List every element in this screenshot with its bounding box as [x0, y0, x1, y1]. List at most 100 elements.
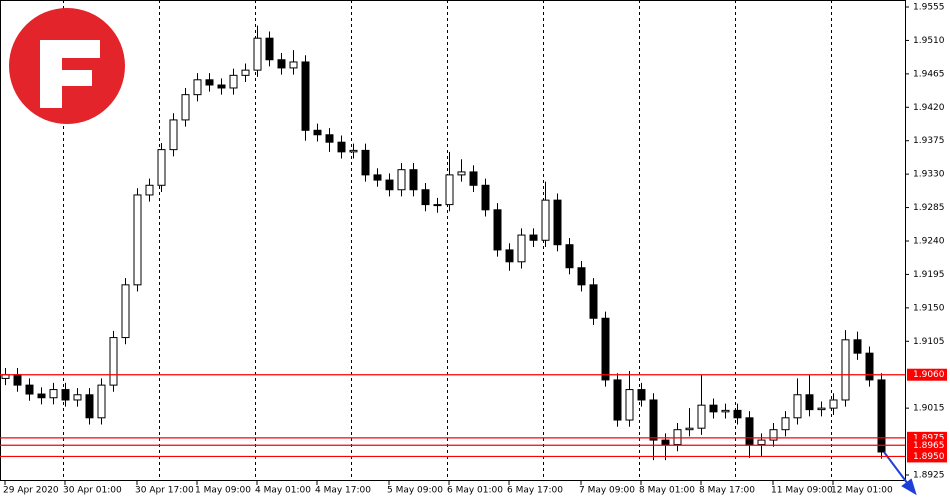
candle-body [853, 339, 862, 354]
candle-body [757, 439, 766, 446]
candle-body [373, 174, 382, 181]
candle-body [337, 141, 346, 153]
candle-body [193, 79, 202, 96]
plot [1, 25, 886, 461]
candle-body [517, 234, 526, 263]
candle-body [277, 59, 286, 69]
level-label: 1.9060 [913, 370, 945, 380]
candle-body [493, 209, 502, 251]
candle-body [649, 399, 658, 441]
candle-body [385, 179, 394, 191]
x-tick-label: 4 May 01:00 [255, 486, 311, 496]
candle-body [421, 189, 430, 206]
candle-body [637, 389, 646, 401]
candle-body [229, 74, 238, 89]
candle-body [313, 129, 322, 136]
candle-body [721, 409, 730, 413]
candle-body [805, 394, 814, 411]
x-tick-label: 30 Apr 17:00 [135, 486, 194, 496]
y-tick-label: 1.9330 [913, 170, 945, 180]
candle-body [109, 337, 118, 386]
candle-body [25, 384, 34, 395]
candle-body [325, 134, 334, 143]
day-separators [63, 0, 832, 481]
candle-body [769, 429, 778, 441]
candle-body [349, 149, 358, 153]
candle-body [865, 352, 874, 381]
x-tick-label: 11 May 09:00 [771, 486, 833, 496]
level-label-box [907, 450, 947, 463]
y-tick-label: 1.9510 [913, 36, 945, 46]
candle-body [505, 249, 514, 263]
candle-body [469, 171, 478, 186]
level-label: 1.8965 [913, 441, 945, 451]
candle-body [529, 234, 538, 241]
candle-body [685, 427, 694, 431]
candle-body [625, 389, 634, 421]
candle-body [265, 37, 274, 61]
candle-body [97, 384, 106, 419]
y-tick-label: 1.9195 [913, 270, 945, 280]
candle-body [289, 61, 298, 69]
candle-body [613, 379, 622, 421]
x-tick-label: 5 May 09:00 [387, 486, 443, 496]
y-tick-label: 1.9375 [913, 136, 945, 146]
candle-body [217, 84, 226, 89]
candle-body [361, 149, 370, 176]
candle-body [157, 149, 166, 186]
candle-body [829, 399, 838, 409]
candle-body [697, 404, 706, 429]
x-tick-label: 29 Apr 2020 [3, 486, 59, 496]
candle-body [877, 379, 886, 453]
candle-body [793, 394, 802, 419]
candle-body [565, 244, 574, 269]
y-tick-label: 1.9555 [913, 3, 945, 13]
candle-body [253, 37, 262, 71]
y-tick-label: 1.9465 [913, 69, 945, 79]
x-tick-label: 8 May 01:00 [639, 486, 695, 496]
y-tick-label: 1.9420 [913, 103, 945, 113]
level-label: 1.8950 [913, 452, 945, 462]
candle-body [13, 374, 22, 386]
candle-body [133, 194, 142, 286]
candle-body [49, 389, 58, 399]
y-tick-label: 1.9285 [913, 203, 945, 213]
x-tick-label: 30 Apr 01:00 [63, 486, 122, 496]
candle-body [121, 284, 130, 339]
trend-arrow [883, 451, 917, 496]
candle-body [205, 79, 214, 86]
x-tick-label: 6 May 01:00 [447, 486, 503, 496]
x-tick-label: 8 May 17:00 [699, 486, 755, 496]
x-tick-label: 4 May 17:00 [315, 486, 371, 496]
x-tick-label: 12 May 01:00 [831, 486, 893, 496]
candle-body [577, 267, 586, 286]
candle-body [397, 169, 406, 191]
level-label-box [907, 439, 947, 452]
candle-body [73, 394, 82, 401]
y-tick-label: 1.9240 [913, 237, 945, 247]
candle-body [733, 409, 742, 419]
y-tick-label: 1.9150 [913, 303, 945, 313]
candle-body [169, 119, 178, 151]
candle-body [445, 174, 454, 206]
candle-body [241, 69, 250, 76]
candle-body [541, 199, 550, 241]
candle-body [601, 317, 610, 381]
y-tick-label: 1.9015 [913, 404, 945, 414]
y-tick-label: 1.8925 [913, 471, 945, 481]
candle-body [181, 94, 190, 121]
candle-body [457, 171, 466, 176]
y-tick-label: 1.9105 [913, 337, 945, 347]
candle-body [661, 439, 670, 446]
candle-body [145, 184, 154, 196]
candle-body [301, 61, 310, 131]
candle-body [85, 394, 94, 419]
candle-body [481, 184, 490, 211]
candle-body [433, 204, 442, 207]
candle-body [745, 417, 754, 446]
candle-body [589, 284, 598, 319]
candle-body [553, 199, 562, 246]
candle-body [673, 429, 682, 446]
